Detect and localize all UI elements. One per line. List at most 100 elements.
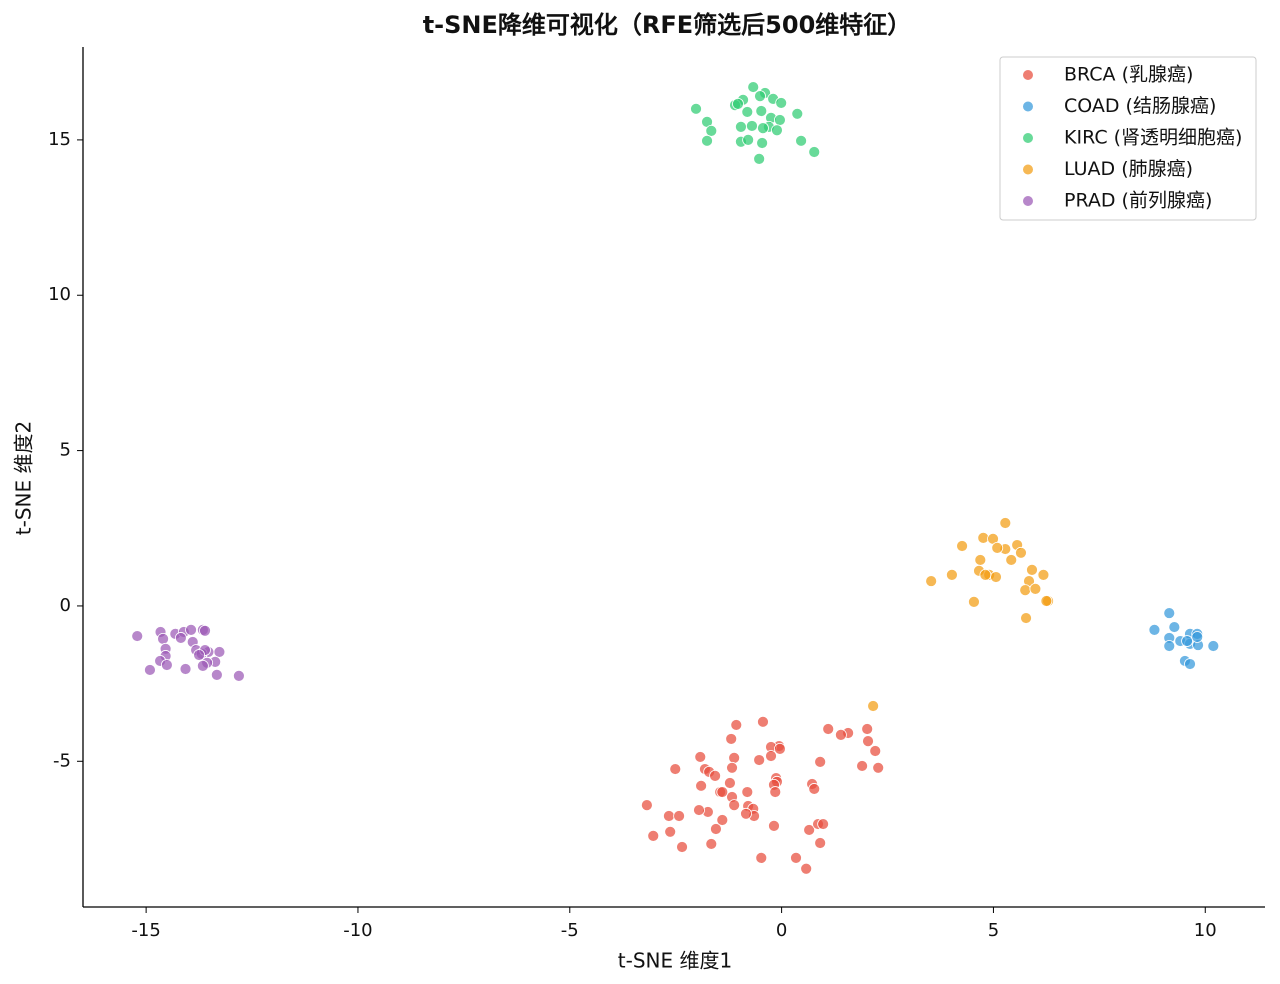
scatter-point [1037, 568, 1050, 581]
scatter-point [1005, 554, 1018, 566]
scatter-point [869, 745, 882, 757]
scatter-point [695, 779, 708, 792]
scatter-point [803, 824, 816, 836]
scatter-point [1020, 612, 1032, 624]
scatter-point [199, 624, 211, 637]
scatter-point [1181, 635, 1193, 647]
legend-marker [1022, 132, 1034, 144]
scatter-point [640, 799, 653, 811]
scatter-point [663, 810, 675, 822]
y-tick-label: 10 [48, 284, 71, 305]
scatter-point [979, 568, 992, 581]
scatter-point [862, 735, 874, 747]
scatter-point [233, 669, 245, 682]
scatter-point [701, 134, 713, 147]
scatter-point [735, 120, 747, 133]
scatter-point [1163, 607, 1176, 619]
scatter-point [705, 124, 718, 137]
scatter-point [724, 777, 736, 789]
scatter-point [771, 124, 783, 137]
scatter-point [977, 531, 990, 544]
scatter-point [774, 742, 786, 755]
scatter-point [775, 97, 788, 109]
scatter-point [144, 664, 156, 676]
scatter-point [808, 146, 821, 158]
scatter-point [213, 646, 226, 658]
scatter-point [741, 786, 754, 798]
scatter-point [647, 829, 660, 842]
scatter-point [1026, 563, 1038, 576]
scatter-point [179, 663, 192, 675]
scatter-point [676, 841, 688, 853]
scatter-point [728, 799, 741, 811]
scatter-point [193, 649, 205, 661]
scatter-point [765, 750, 777, 762]
scatter-point [1184, 658, 1196, 670]
scatter-point [795, 134, 807, 147]
scatter-point [757, 122, 769, 134]
y-tick-label: 15 [48, 129, 71, 150]
scatter-point [956, 540, 968, 552]
scatter-point [999, 517, 1012, 529]
x-tick-label: 0 [776, 920, 787, 941]
scatter-point [673, 810, 685, 822]
scatter-point [131, 630, 144, 642]
scatter-point [1207, 640, 1220, 652]
scatter-point [991, 541, 1004, 554]
scatter-point [774, 114, 786, 126]
scatter-point [1040, 595, 1053, 607]
scatter-point [716, 814, 729, 826]
scatter-point [817, 818, 830, 830]
scatter-point [1015, 546, 1027, 559]
scatter-point [791, 107, 804, 120]
chart-title: t-SNE降维可视化（RFE筛选后500维特征） [423, 11, 912, 39]
x-tick-label: 5 [988, 920, 999, 941]
scatter-point [856, 760, 869, 772]
legend-label: PRAD (前列腺癌) [1064, 190, 1212, 212]
x-tick-label: -5 [561, 920, 579, 941]
y-tick-label: 5 [60, 440, 71, 461]
scatter-point [747, 81, 760, 93]
scatter-point [1163, 640, 1176, 652]
scatter-point [1019, 584, 1032, 596]
y-tick-label: -5 [53, 750, 71, 771]
scatter-point [968, 595, 980, 608]
scatter-point [768, 820, 780, 832]
legend-label: LUAD (肺腺癌) [1064, 158, 1193, 180]
scatter-point [710, 823, 722, 835]
scatter-point [753, 152, 766, 165]
legend-marker [1022, 100, 1034, 113]
scatter-point [757, 715, 769, 728]
scatter-point [822, 723, 835, 735]
scatter-point [769, 786, 782, 798]
scatter-point [835, 728, 847, 741]
scatter-point [669, 763, 682, 775]
scatter-point [753, 754, 766, 766]
scatter-point [800, 862, 813, 875]
scatter-point [814, 756, 827, 768]
scatter-point [741, 106, 754, 118]
x-axis-label: t-SNE 维度1 [618, 949, 732, 973]
scatter-point [160, 659, 173, 671]
scatter-point [790, 852, 802, 864]
scatter-point [725, 733, 738, 745]
scatter-point [728, 751, 741, 764]
scatter-point [756, 137, 769, 149]
scatter-point [742, 133, 755, 146]
scatter-point [872, 761, 885, 774]
scatter-point [716, 786, 729, 798]
scatter-point [814, 837, 827, 849]
legend-label: BRCA (乳腺癌) [1064, 64, 1193, 86]
legend-label: COAD (结肠腺癌) [1064, 95, 1216, 117]
scatter-point [755, 852, 768, 864]
y-axis-label: t-SNE 维度2 [12, 421, 36, 535]
scatter-point [1148, 623, 1161, 636]
scatter-point [732, 97, 744, 110]
scatter-point [709, 769, 721, 782]
scatter-point [726, 761, 738, 774]
scatter-point [664, 825, 677, 838]
scatter-point [867, 700, 880, 712]
scatter-point [990, 571, 1002, 583]
scatter-point [925, 575, 938, 587]
